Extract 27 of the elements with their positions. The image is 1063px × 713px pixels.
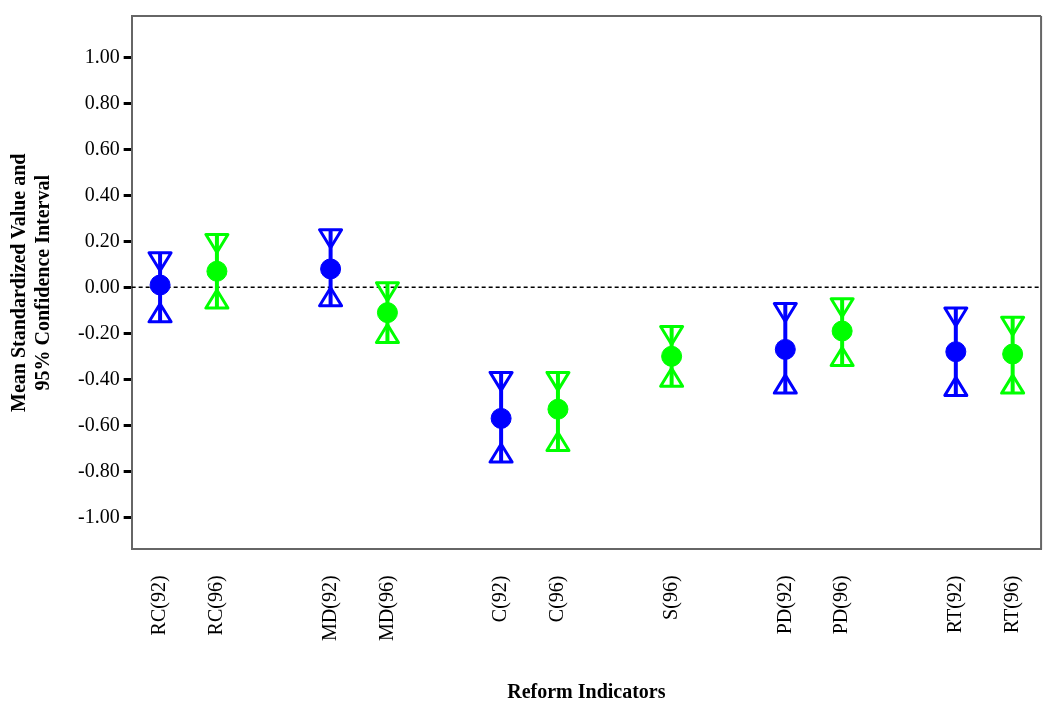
point bbox=[774, 338, 796, 360]
x-tick-label: C(96) bbox=[545, 575, 569, 623]
x-tick-label: RC(96) bbox=[204, 575, 228, 636]
x-tick-label: RC(92) bbox=[147, 575, 171, 636]
x-tick-label: PD(92) bbox=[772, 575, 796, 635]
x-tick-label: RT(92) bbox=[943, 575, 967, 634]
x-tick-label: MD(96) bbox=[374, 575, 398, 641]
y-axis-title: Mean Standardized Value and 95% Confidence Interval bbox=[7, 153, 54, 412]
y-tick-label: -0.60 bbox=[77, 412, 120, 435]
y-tick-label: 1.00 bbox=[84, 44, 120, 67]
x-axis-title: Reform Indicators bbox=[507, 680, 666, 703]
y-tick-label: 0.20 bbox=[84, 228, 120, 251]
point bbox=[945, 341, 967, 363]
y-tick-label: 0.60 bbox=[84, 136, 120, 159]
y-tick-label: -0.20 bbox=[77, 320, 120, 343]
y-tick-label: -0.80 bbox=[77, 458, 120, 481]
y-tick-label: 0.00 bbox=[84, 274, 120, 297]
x-tick-label: MD(92) bbox=[317, 575, 341, 641]
x-tick-label: C(92) bbox=[488, 575, 512, 623]
y-tick-label: 0.40 bbox=[84, 182, 120, 205]
y-tick-label: 0.80 bbox=[84, 90, 120, 113]
point bbox=[490, 407, 512, 429]
y-tick-label: -0.40 bbox=[77, 366, 120, 389]
x-tick-label: S(96) bbox=[658, 575, 682, 620]
x-tick-label: PD(96) bbox=[829, 575, 853, 635]
y-tick-label: -1.00 bbox=[77, 504, 120, 527]
x-tick-label: RT(96) bbox=[999, 575, 1023, 634]
